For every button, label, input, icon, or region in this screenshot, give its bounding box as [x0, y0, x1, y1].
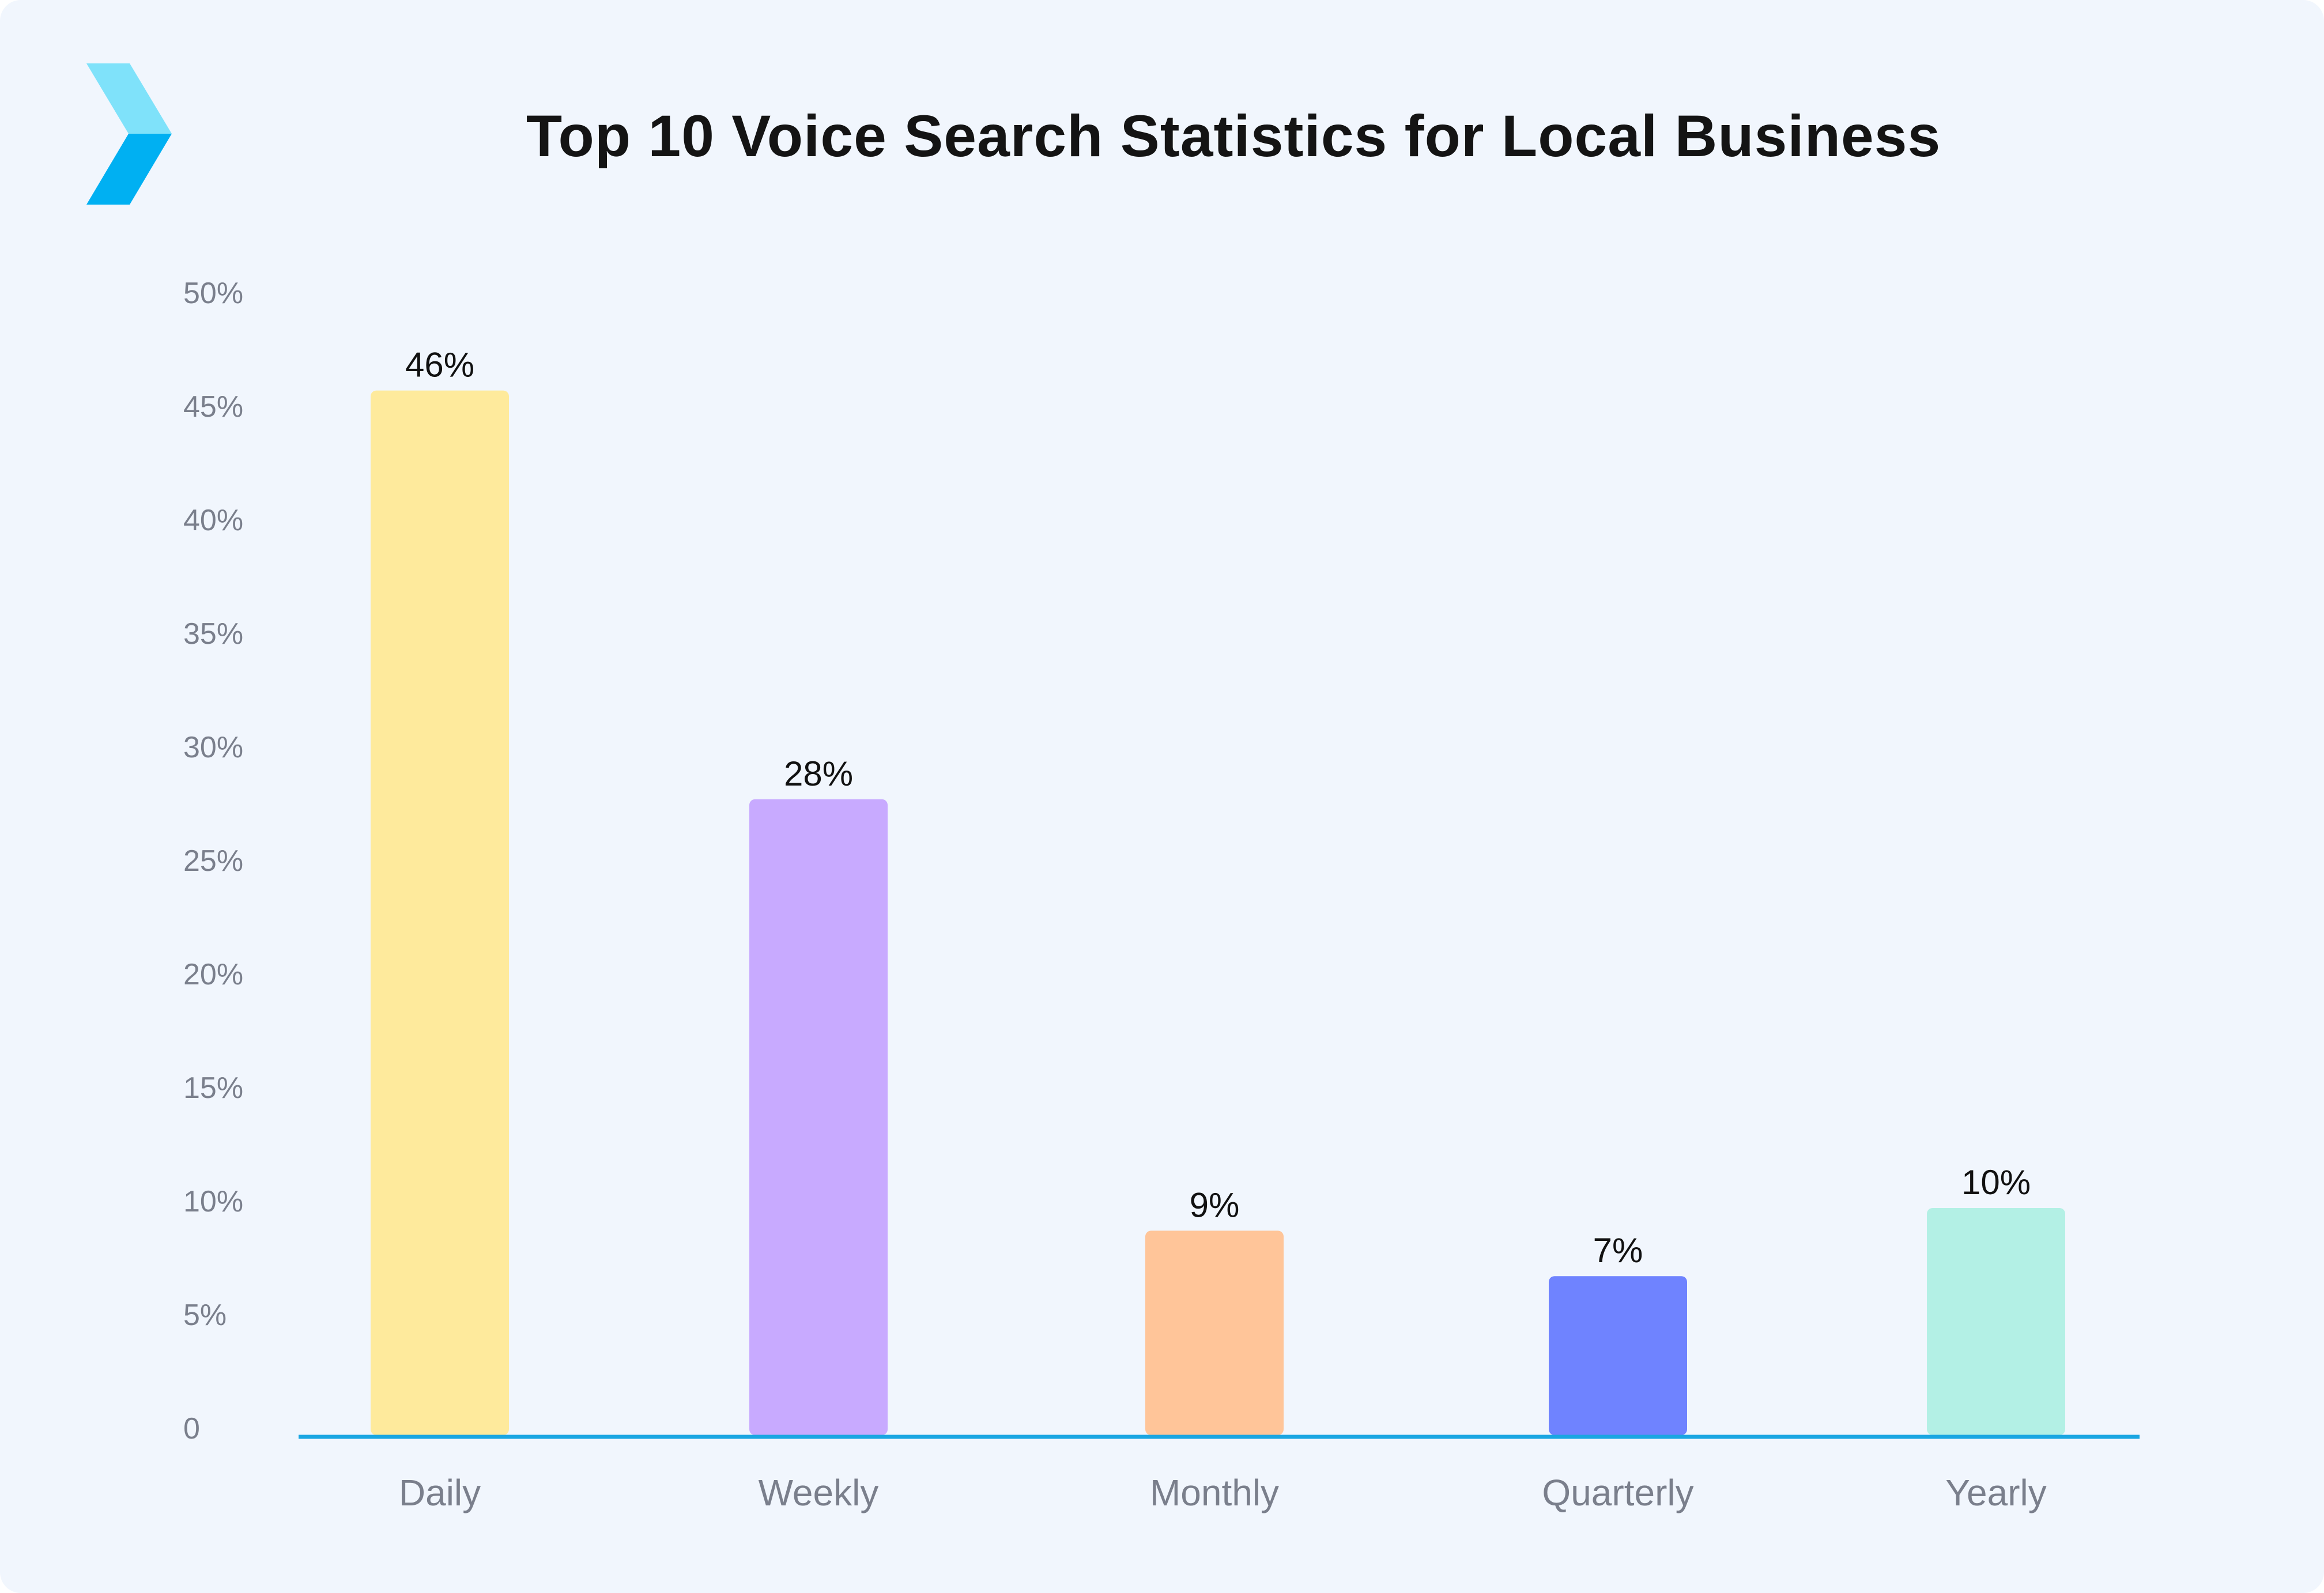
- bar-yearly: [1927, 1208, 2065, 1435]
- y-tick-label: 25%: [183, 844, 243, 878]
- data-label: 7%: [1593, 1231, 1643, 1270]
- y-tick-label: 0: [183, 1412, 200, 1445]
- x-tick-label: Weekly: [759, 1472, 879, 1513]
- value-labels: 46% 28% 9% 7% 10%: [405, 346, 2031, 1270]
- bars: [371, 390, 2065, 1435]
- category-labels: Daily Weekly Monthly Quarterly Yearly: [399, 1472, 2047, 1513]
- y-tick-label: 10%: [183, 1185, 243, 1218]
- y-tick-label: 50%: [183, 277, 243, 310]
- data-label: 9%: [1190, 1186, 1240, 1224]
- data-label: 28%: [784, 754, 853, 793]
- x-tick-label: Yearly: [1945, 1472, 2047, 1513]
- y-tick-label: 20%: [183, 958, 243, 991]
- y-tick-label: 15%: [183, 1071, 243, 1105]
- bar-monthly: [1145, 1230, 1284, 1435]
- chart-title: Top 10 Voice Search Statistics for Local…: [526, 103, 1941, 169]
- y-tick-label: 30%: [183, 731, 243, 764]
- y-tick-label: 40%: [183, 504, 243, 537]
- x-tick-label: Quarterly: [1542, 1472, 1693, 1513]
- data-label: 46%: [405, 346, 474, 384]
- bar-daily: [371, 390, 509, 1435]
- x-tick-label: Monthly: [1150, 1472, 1279, 1513]
- y-axis-ticks: 0 5% 10% 15% 20% 25% 30% 35% 40% 45% 50%: [183, 277, 243, 1445]
- x-tick-label: Daily: [399, 1472, 481, 1513]
- bar-quarterly: [1549, 1276, 1687, 1435]
- chevron-logo-icon: [86, 63, 172, 205]
- y-tick-label: 35%: [183, 617, 243, 651]
- y-tick-label: 5%: [183, 1298, 227, 1332]
- data-label: 10%: [1961, 1163, 2031, 1202]
- y-tick-label: 45%: [183, 390, 243, 424]
- bar-weekly: [749, 799, 888, 1435]
